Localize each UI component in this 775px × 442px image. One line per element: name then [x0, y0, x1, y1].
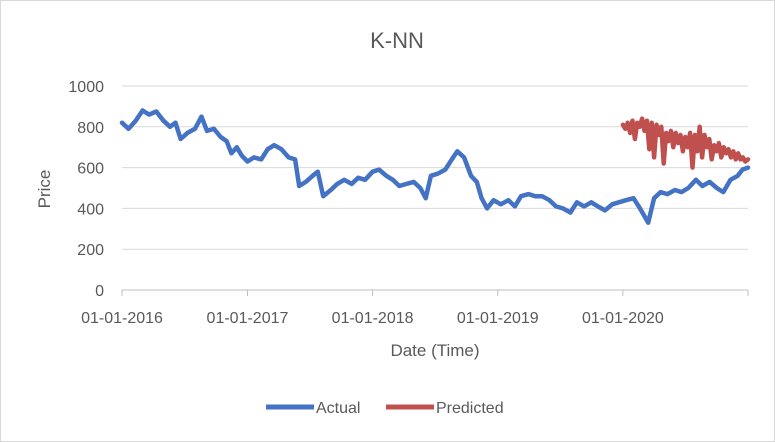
x-axis-label: Date (Time) [390, 341, 479, 360]
series-lines [119, 108, 751, 225]
x-tick-label: 01-01-2019 [457, 310, 539, 327]
series-line-predicted [620, 116, 751, 170]
x-axis: 01-01-2016 01-01-2017 01-01-2018 01-01-2019… [81, 289, 749, 327]
y-tick-label: 800 [77, 120, 104, 137]
legend-label-actual: Actual [316, 400, 360, 417]
legend-label-predicted: Predicted [436, 400, 504, 417]
series-line-actual [119, 108, 751, 225]
x-tick-label: 01-01-2018 [332, 310, 414, 327]
chart-title: K-NN [370, 28, 424, 53]
gridlines [122, 85, 748, 250]
x-tick-label: 01-01-2017 [207, 310, 289, 327]
y-tick-label: 400 [77, 201, 104, 218]
x-tick-label: 01-01-2020 [582, 310, 664, 327]
y-axis-label: Price [35, 170, 54, 209]
x-tick-label: 01-01-2016 [81, 310, 163, 327]
y-tick-label: 600 [77, 161, 104, 178]
y-tick-labels: 0 200 400 600 800 1000 [68, 79, 104, 300]
y-tick-label: 1000 [68, 79, 104, 96]
y-tick-label: 200 [77, 242, 104, 259]
y-tick-label: 0 [95, 283, 104, 300]
legend: Actual Predicted [266, 400, 504, 417]
